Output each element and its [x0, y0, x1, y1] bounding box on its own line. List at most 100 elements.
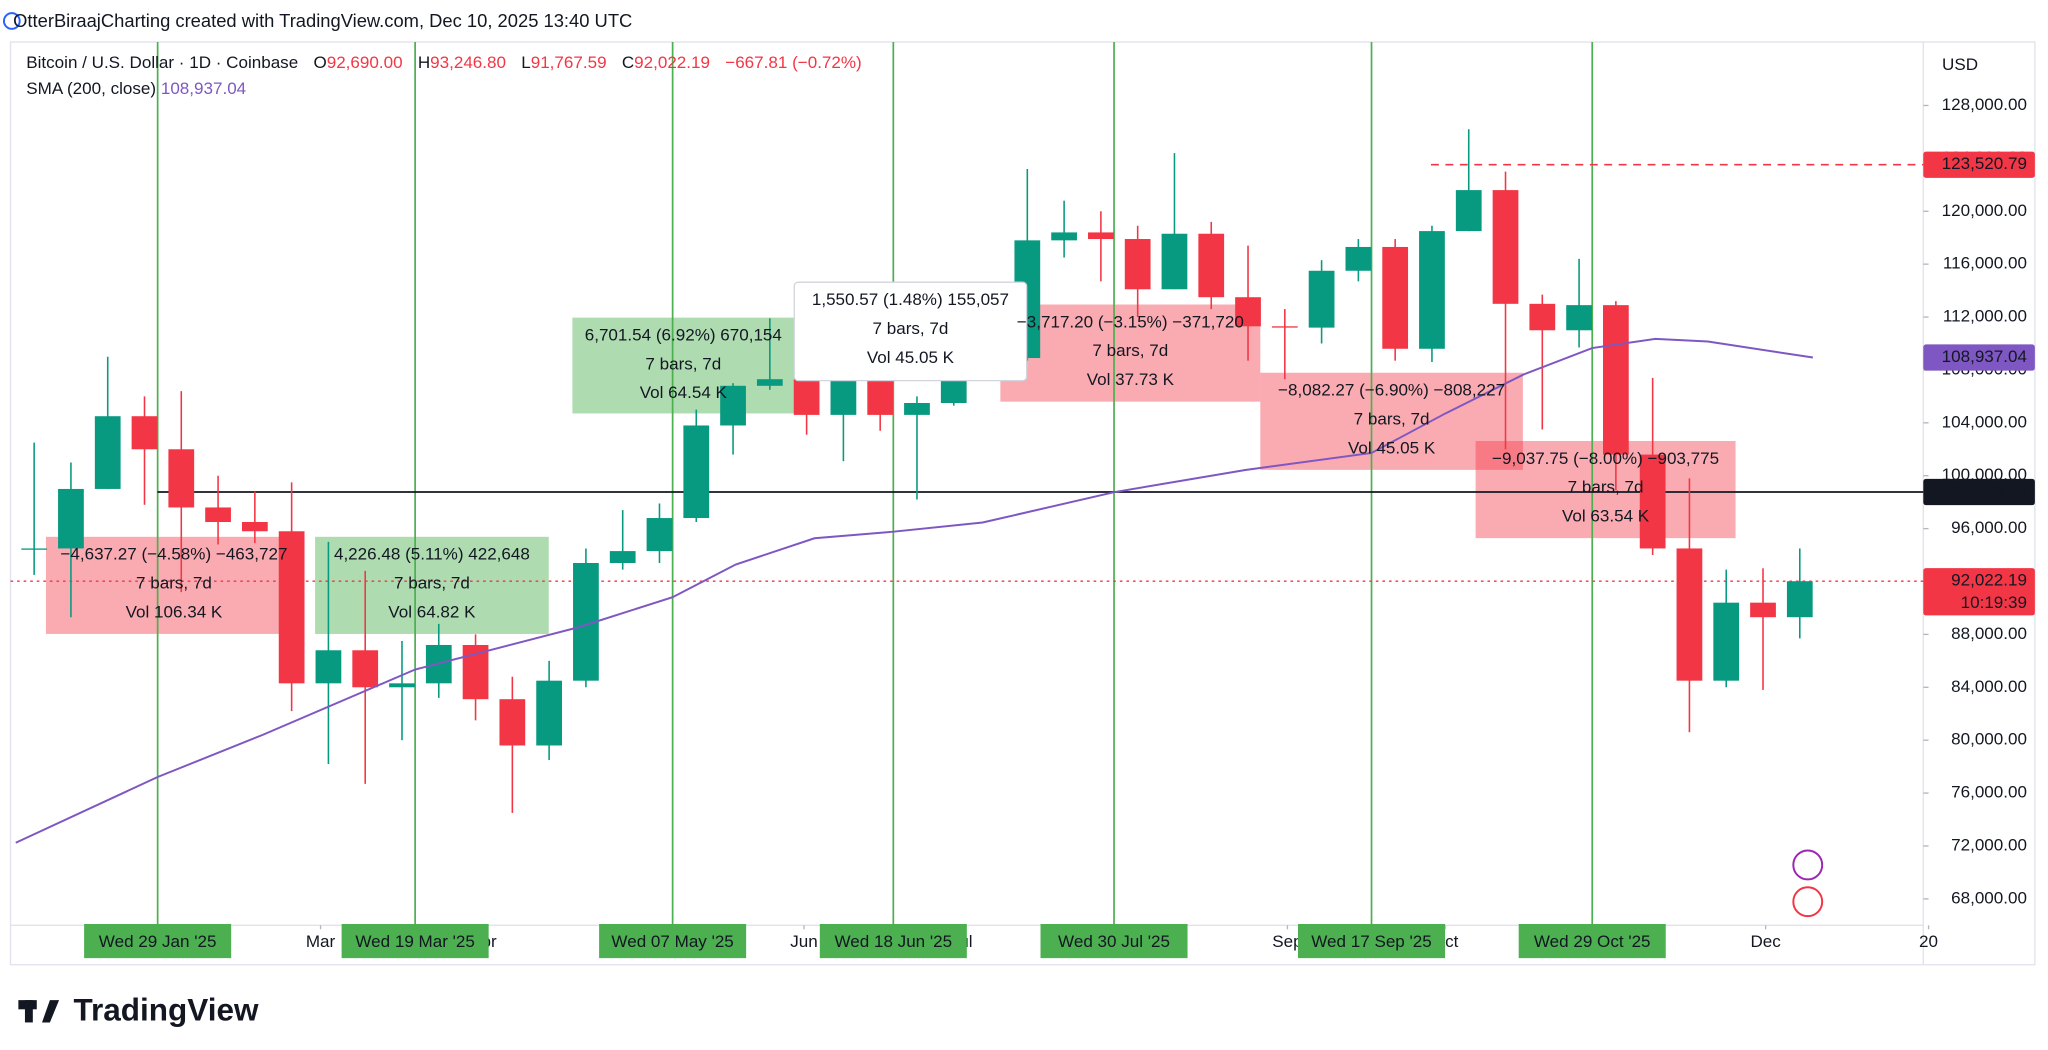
candle-body [1161, 233, 1188, 290]
candle-body [720, 385, 746, 426]
candle-body [241, 522, 268, 532]
y-tick-label: 128,000.00 [1942, 95, 2027, 114]
y-tick-label: 120,000.00 [1942, 201, 2027, 220]
measure-box [572, 317, 795, 414]
candle-body [1750, 602, 1776, 618]
candle-body [205, 507, 231, 523]
measure-text: 7 bars, 7d [1354, 410, 1430, 429]
caption: OtterBiraajCharting created with Trading… [13, 10, 632, 31]
icon[interactable] [1792, 849, 1824, 881]
candle-body [1602, 305, 1629, 455]
marker-label-bg [341, 924, 489, 959]
candle-body [1382, 246, 1409, 349]
marker-label-bg [84, 924, 232, 959]
icon[interactable] [1792, 886, 1824, 918]
legend: SMA (200, close) 108,937.04 [26, 79, 246, 98]
x-tick-label: Mar [306, 932, 336, 951]
sma-label: SMA (200, close) [26, 79, 156, 98]
measure-text: 7 bars, 7d [1092, 341, 1168, 360]
marker-label: Wed 29 Oct '25 [1534, 932, 1651, 951]
marker-label: Wed 18 Jun '25 [835, 932, 953, 951]
currency: USD [1942, 55, 1978, 74]
logo-shape [24, 1000, 33, 1023]
ohlc-label: L [521, 53, 530, 72]
measure-text: Vol 45.05 K [867, 348, 955, 367]
candle-body [1051, 232, 1077, 241]
candle-body [793, 379, 820, 415]
x-tick-label: 20 [1919, 932, 1938, 951]
measure-text: −3,717.20 (−3.15%) −371,720 [1017, 312, 1244, 331]
candle-body [1271, 326, 1298, 328]
y-tick-label: 72,000.00 [1951, 835, 2027, 854]
candle-body [278, 531, 305, 684]
price-label: 108,937.04 [1942, 347, 2027, 366]
candle-body [1345, 246, 1372, 271]
brand-logo [18, 1000, 60, 1023]
measure-text: 6,701.54 (6.92%) 670,154 [585, 326, 782, 345]
candle-body [168, 449, 195, 508]
measure-text: 7 bars, 7d [645, 354, 721, 373]
candle-body [1639, 454, 1666, 549]
ohlc-value: 91,767.59 [531, 53, 607, 72]
price-label: 92,022.19 [1951, 571, 2027, 590]
measure-text: Vol 45.05 K [1348, 438, 1436, 457]
candle-body [352, 650, 379, 688]
y-tick-label: 76,000.00 [1951, 783, 2027, 802]
marker-label-bg [599, 924, 747, 959]
candle-body [756, 379, 783, 386]
price-label-bg [1923, 151, 2035, 178]
marker-label-bg [1040, 924, 1188, 959]
logo-shape [42, 1000, 60, 1023]
y-tick-label: 96,000.00 [1951, 518, 2027, 537]
candle-body [1124, 239, 1151, 290]
candle-body [389, 683, 415, 688]
candle-body [131, 416, 158, 450]
measure-box [315, 536, 549, 634]
price-label: 98,768.54 [1951, 482, 2027, 501]
candle-body [1419, 231, 1445, 349]
candle-body [1529, 303, 1556, 331]
y-tick-label: 116,000.00 [1943, 254, 2027, 273]
measure-text: 7 bars, 7d [1568, 478, 1644, 497]
measure-text: Vol 37.73 K [1087, 370, 1175, 389]
x-tick-label: Dec [1750, 932, 1781, 951]
ohlc-label: C [622, 53, 634, 72]
marker-label-bg [819, 924, 967, 959]
measure-box [1000, 304, 1261, 402]
plot: 68,000.00 72,000.00 76,000.00 80,000.00 84,0… [9, 41, 2036, 966]
change: −667.81 (−0.72%) [725, 53, 862, 72]
measure-text: 1,550.57 (1.48%) 155,057 [812, 290, 1009, 309]
marker-label-bg [1518, 924, 1666, 959]
candle-body [1566, 305, 1592, 331]
price-label: 123,520.79 [1942, 154, 2027, 173]
y-tick-label: 68,000.00 [1951, 888, 2027, 907]
measure-box [1260, 372, 1523, 470]
measure-box [793, 281, 1028, 382]
measure-text: Vol 64.54 K [640, 383, 728, 402]
candle-body [1088, 232, 1114, 240]
measure-text: 7 bars, 7d [873, 319, 949, 338]
ohlc-value: 93,246.80 [430, 53, 506, 72]
candle-body [1676, 548, 1703, 681]
y-tick-label: 112,000.00 [1943, 307, 2027, 326]
candle-body [21, 548, 48, 550]
candle-body [683, 425, 710, 519]
marker-label: Wed 17 Sep '25 [1311, 932, 1431, 951]
marker-label: Wed 30 Jul '25 [1058, 932, 1170, 951]
countdown: 10:19:39 [1961, 593, 2027, 612]
measure-text: −8,082.27 (−6.90%) −808,227 [1278, 381, 1505, 400]
price-label-bg [1923, 568, 2035, 616]
sma-value: 108,937.04 [161, 79, 246, 98]
y-tick-label: 84,000.00 [1951, 677, 2027, 696]
plot-frame [9, 41, 2036, 966]
candle-body [904, 402, 930, 415]
measure-text: 7 bars, 7d [136, 574, 212, 593]
measure-box [1475, 441, 1736, 539]
legend: Bitcoin / U.S. Dollar · 1D · Coinbase O9… [26, 53, 861, 72]
candle-body [1198, 233, 1225, 298]
measure-text: Vol 106.34 K [126, 602, 223, 621]
measure-text: 4,226.48 (5.11%) 422,648 [334, 545, 530, 564]
